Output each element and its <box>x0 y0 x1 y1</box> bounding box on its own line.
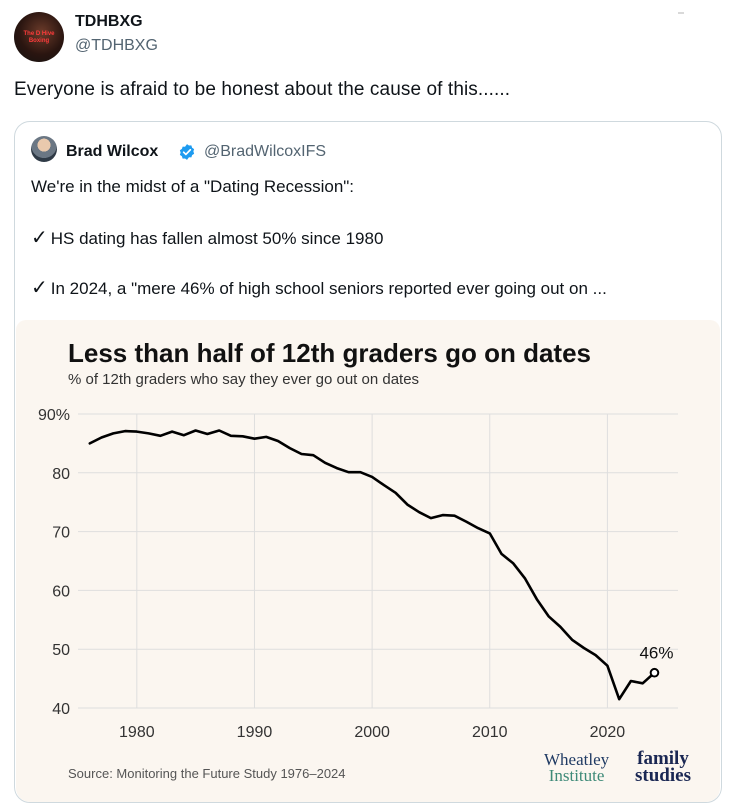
check-mark-icon: ✓ <box>31 277 48 299</box>
x-tick-label: 2000 <box>354 724 390 741</box>
chart-subtitle: % of 12th graders who say they ever go o… <box>68 371 419 388</box>
quoted-author-handle[interactable]: @BradWilcoxIFS <box>204 143 327 160</box>
avatar-label-line2: Boxing <box>28 38 50 44</box>
quoted-author-avatar[interactable] <box>31 136 57 162</box>
annotation-label: 46% <box>639 644 673 663</box>
quoted-tweet[interactable]: Brad Wilcox @BradWilcoxIFS We're in the … <box>14 121 722 803</box>
chart-image[interactable]: 40 50 60 70 80 90% 1980 1990 2000 2010 2020 Less t… <box>16 320 720 802</box>
y-tick-label: 70 <box>52 525 70 542</box>
y-tick-label: 90% <box>38 407 70 424</box>
verified-badge-icon <box>179 144 195 160</box>
family-studies-logo-line1: family <box>637 748 689 769</box>
more-options-icon[interactable] <box>678 12 684 14</box>
series-line <box>88 429 656 701</box>
x-tick-label: 2020 <box>590 724 626 741</box>
quoted-text-line-3-text: In 2024, a "mere 46% of high school seni… <box>50 279 607 298</box>
check-mark-icon: ✓ <box>31 227 48 249</box>
author-handle[interactable]: @TDHBXG <box>75 37 158 54</box>
quoted-author-name[interactable]: Brad Wilcox <box>66 143 159 160</box>
wheatley-logo-line1: Wheatley <box>544 750 610 769</box>
quoted-text-line-3: ✓ In 2024, a "mere 46% of high school sen… <box>31 275 607 300</box>
x-tick-label: 1980 <box>119 724 155 741</box>
avatar-label: The D Hive Boxing <box>18 31 60 45</box>
quoted-text-line-1: We're in the midst of a "Dating Recessio… <box>31 177 355 196</box>
chart-source: Source: Monitoring the Future Study 1976… <box>68 766 346 781</box>
y-tick-label: 40 <box>52 701 70 718</box>
post-text: Everyone is afraid to be honest about th… <box>14 79 511 100</box>
y-tick-label: 50 <box>52 642 70 659</box>
y-tick-label: 60 <box>52 583 70 600</box>
y-tick-label: 80 <box>52 466 70 483</box>
family-studies-logo-line2: studies <box>635 765 691 786</box>
wheatley-logo-line2: Institute <box>548 766 605 785</box>
author-name[interactable]: TDHBXG <box>75 13 143 30</box>
chart-title: Less than half of 12th graders go on dat… <box>68 338 591 368</box>
line-chart: 40 50 60 70 80 90% 1980 1990 2000 2010 2020 Less t… <box>38 338 678 741</box>
quoted-text-line-2-text: HS dating has fallen almost 50% since 19… <box>50 229 384 248</box>
family-studies-logo: family studies <box>635 748 691 786</box>
x-tick-label: 2010 <box>472 724 508 741</box>
wheatley-institute-logo: Wheatley Institute <box>544 750 610 785</box>
tweet-avatar[interactable]: The D Hive Boxing <box>14 12 64 62</box>
quoted-text-line-2: ✓ HS dating has fallen almost 50% since 1… <box>31 225 383 250</box>
annotation-marker <box>649 667 660 678</box>
x-tick-label: 1990 <box>237 724 273 741</box>
avatar-label-line1: The D Hive <box>23 31 55 37</box>
